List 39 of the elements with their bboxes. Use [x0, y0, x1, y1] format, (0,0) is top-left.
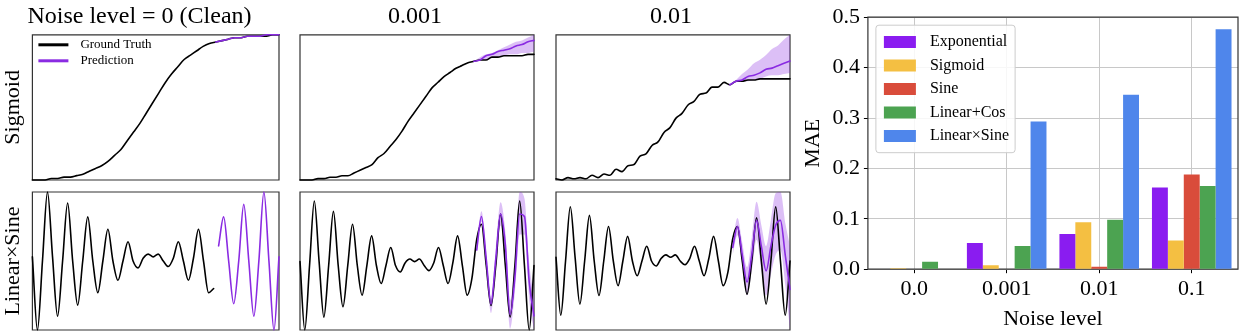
bar: [966, 242, 983, 269]
y-axis-title: Sigmoid: [0, 70, 24, 145]
bar: [1059, 233, 1076, 269]
bar: [1151, 187, 1168, 269]
bar: [1183, 174, 1200, 269]
bar: [1030, 121, 1047, 269]
y-tick-label: 0.3: [832, 103, 860, 129]
legend-label: Linear+Cos: [929, 102, 1006, 120]
bar: [1199, 186, 1216, 269]
legend-label: Exponential: [929, 32, 1008, 51]
y-axis-title: Linear×Sine: [0, 206, 24, 316]
bar: [1167, 240, 1184, 269]
legend-label: Prediction: [80, 52, 135, 68]
x-tick-label: 0.0: [900, 275, 928, 301]
y-tick-label: 0.5: [832, 2, 860, 28]
chart-title: Noise level = 0 (Clean): [27, 1, 252, 28]
bar: [1014, 246, 1031, 269]
legend-label: Sigmoid: [929, 55, 985, 74]
y-tick-label: 0.2: [832, 154, 860, 180]
chart-title: 0.001: [388, 1, 442, 28]
bar: [1091, 266, 1108, 269]
legend-label: Linear×Sine: [929, 126, 1010, 144]
x-tick-label: 0.001: [981, 275, 1032, 301]
x-tick-label: 0.1: [1177, 275, 1206, 301]
x-axis-title: Noise level: [1003, 304, 1103, 330]
legend-label: Sine: [929, 79, 959, 97]
y-tick-label: 0.1: [832, 204, 860, 230]
y-axis-title: MAE: [798, 118, 824, 168]
legend-label: Ground Truth: [80, 36, 153, 52]
y-tick-label: 0.4: [832, 53, 860, 79]
bar: [1123, 94, 1139, 269]
y-tick-label: 0.0: [832, 254, 860, 280]
bar: [1215, 29, 1232, 269]
chart-title: 0.01: [650, 1, 692, 28]
x-tick-label: 0.01: [1079, 275, 1119, 301]
bar: [982, 265, 999, 269]
bar: [1075, 222, 1092, 269]
bar: [1107, 219, 1124, 269]
bar: [922, 261, 939, 269]
